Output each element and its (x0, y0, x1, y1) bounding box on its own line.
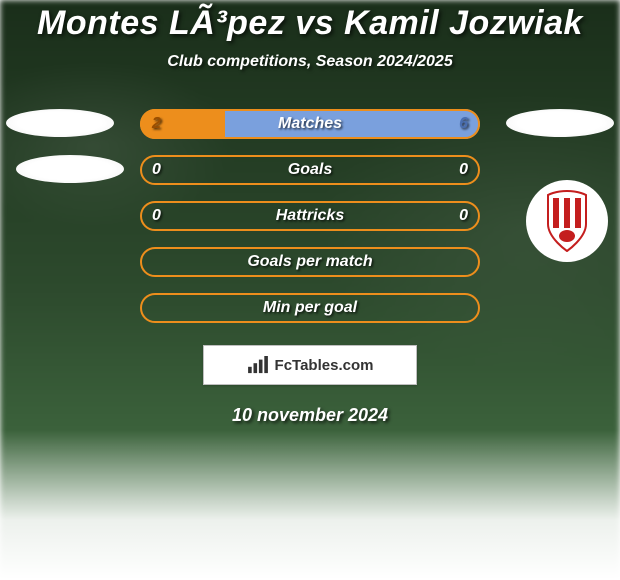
comparison-row-min-per-goal: Min per goal (0, 285, 620, 331)
comparison-row-matches: 2 6 Matches (0, 101, 620, 147)
page-title: Montes LÃ³pez vs Kamil Jozwiak (0, 4, 620, 43)
source-badge[interactable]: FcTables.com (203, 345, 417, 385)
stat-value-left: 2 (152, 115, 161, 133)
content-wrapper: Montes LÃ³pez vs Kamil Jozwiak Club comp… (0, 0, 620, 580)
stat-pill-matches: 2 6 Matches (140, 109, 480, 139)
stat-label: Hattricks (276, 207, 344, 225)
stat-value-left: 0 (152, 161, 161, 179)
stat-value-right: 6 (459, 115, 468, 133)
stat-pill-hattricks: 0 0 Hattricks (140, 201, 480, 231)
club-crest-right (526, 180, 608, 262)
source-badge-label: FcTables.com (275, 357, 374, 374)
granada-crest-icon (545, 190, 589, 252)
stat-pill-goals: 0 0 Goals (140, 155, 480, 185)
comparison-row-goals-per-match: Goals per match (0, 239, 620, 285)
bar-chart-icon (247, 356, 269, 374)
stat-pill-goals-per-match: Goals per match (140, 247, 480, 277)
comparison-row-goals: 0 0 Goals (0, 147, 620, 193)
stat-value-right: 0 (459, 207, 468, 225)
stat-label: Matches (278, 115, 342, 133)
page-subtitle: Club competitions, Season 2024/2025 (0, 53, 620, 71)
footer-date: 10 november 2024 (0, 405, 620, 426)
player-marker-left (6, 109, 114, 137)
stat-label: Goals (288, 161, 332, 179)
stat-label: Min per goal (263, 299, 357, 317)
stat-value-left: 0 (152, 207, 161, 225)
player-marker-left-2 (16, 155, 124, 183)
stat-pill-min-per-goal: Min per goal (140, 293, 480, 323)
player-marker-right (506, 109, 614, 137)
stat-value-right: 0 (459, 161, 468, 179)
stat-label: Goals per match (247, 253, 372, 271)
